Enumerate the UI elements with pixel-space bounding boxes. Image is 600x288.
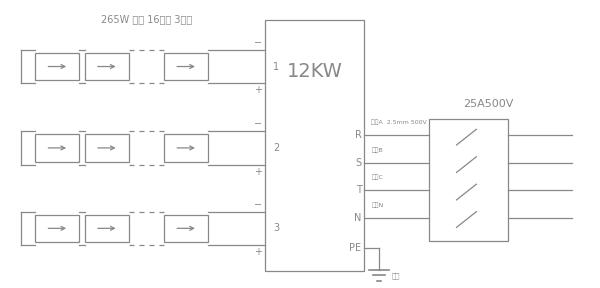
Text: 地线: 地线 [392,272,401,279]
Text: S: S [355,158,361,168]
Text: 265W 组件 16串联 3并联: 265W 组件 16串联 3并联 [101,15,192,24]
Text: −: − [254,38,262,48]
Bar [164,134,208,162]
Bar [164,215,208,242]
Text: 2: 2 [273,143,280,153]
Bar [265,20,364,270]
Text: 1: 1 [273,62,280,71]
Text: −: − [254,119,262,129]
Text: 零线N: 零线N [371,202,383,208]
Text: +: + [254,85,262,95]
Text: 12KW: 12KW [287,62,343,81]
Bar [164,53,208,80]
Text: 25A500V: 25A500V [463,99,514,109]
Text: N: N [354,213,361,223]
Bar [429,118,508,241]
Bar [35,215,79,242]
Bar [85,134,128,162]
Text: 3: 3 [273,223,280,233]
Bar [85,53,128,80]
Text: −: − [254,200,262,210]
Bar [85,215,128,242]
Text: 相线B: 相线B [371,147,383,153]
Text: R: R [355,130,361,140]
Text: PE: PE [349,243,361,253]
Text: 相线C: 相线C [371,175,383,180]
Text: 相线A  2.5mm 500V: 相线A 2.5mm 500V [371,120,427,125]
Text: +: + [254,247,262,257]
Text: T: T [356,185,361,195]
Text: +: + [254,166,262,177]
Bar [35,53,79,80]
Bar [35,134,79,162]
